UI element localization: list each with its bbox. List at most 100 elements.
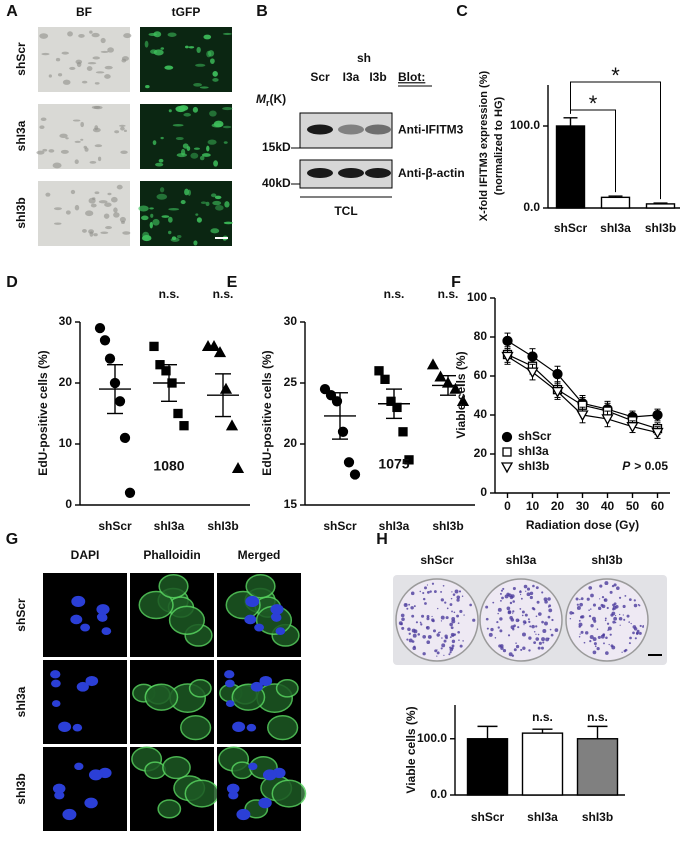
annotation: 1080 [153,458,184,474]
band [307,124,333,135]
gfp-cell [214,195,222,200]
gfp-cell [150,49,158,54]
gfp-cell [195,213,199,216]
colony [528,649,531,652]
micrograph [43,573,127,657]
panel-label: E [227,274,238,291]
colony [422,591,425,595]
colony [531,624,535,629]
colony [501,596,504,600]
colony [622,604,626,608]
marker [374,366,384,376]
gfp-cell [164,65,174,70]
marker [380,374,390,384]
marker [319,383,331,395]
gfp-cell [150,213,154,218]
y-tick-label: 10 [59,436,73,450]
colony [528,620,531,623]
colony [604,619,607,622]
colony [419,621,422,624]
x-tick-label: shI3b [432,519,463,533]
bar [521,732,564,796]
gfp-cell [168,109,172,113]
colony [590,608,592,610]
colony [554,628,559,632]
band [338,124,364,135]
marker [207,340,221,352]
colony [512,586,516,591]
colony [532,584,535,588]
bar [600,196,631,209]
cell [74,204,80,211]
colony [545,637,550,642]
colony [529,595,533,600]
gfp-cell [212,71,218,77]
cell [62,79,71,85]
gfp-cell [145,85,150,89]
cell [60,149,69,154]
cell [116,184,123,190]
colony [420,623,423,626]
x-tick-label: shI3b [207,519,238,533]
brightfield-image [38,104,130,169]
cell [94,82,100,85]
actin [184,779,220,808]
colony [542,629,547,634]
colony [535,625,538,628]
marker [500,462,514,474]
colony [519,608,522,610]
x-tick-label: shScr [554,221,588,235]
significance-label: n.s. [587,710,608,724]
colony [406,607,409,610]
colony [472,618,476,622]
gfp-cell [190,152,199,159]
marker [501,351,514,363]
colony [603,642,605,645]
column-header: tGFP [172,5,201,19]
colony [400,622,403,626]
actin [157,799,182,819]
colony [541,637,546,642]
colony [633,603,638,608]
y-tick-label: 60 [474,368,488,382]
colony [613,602,617,606]
colony [543,597,548,602]
colony [576,603,579,606]
colony [451,610,453,613]
colony [457,630,461,634]
colony [544,621,548,626]
nucleus [96,604,110,615]
colony [426,640,431,645]
colony [596,647,600,651]
colony [608,643,610,646]
colony [451,639,456,644]
marker [124,487,136,498]
y-tick-label: 100 [467,290,487,304]
colony [440,590,443,593]
colony [469,603,472,607]
colony [431,618,435,622]
mr-label: Mr(K) [256,92,286,108]
colony [401,617,405,622]
gfp-cell [196,217,202,223]
colony [412,633,417,638]
gfp-cell [184,188,189,196]
cell [113,207,118,213]
significance-label: * [589,91,598,116]
colony [583,641,586,644]
colony [513,624,516,628]
colony [421,614,425,618]
y-tick-label: 0.0 [430,787,447,801]
cell [90,203,97,208]
x-tick-label: 0 [504,499,511,513]
actin [267,714,299,741]
colony [525,590,527,592]
colony [407,627,411,631]
cell [80,138,84,141]
gfp-cell [223,221,233,225]
gfp-cell [142,231,150,239]
colony [506,606,511,611]
colony [425,626,429,629]
colony [529,625,532,628]
